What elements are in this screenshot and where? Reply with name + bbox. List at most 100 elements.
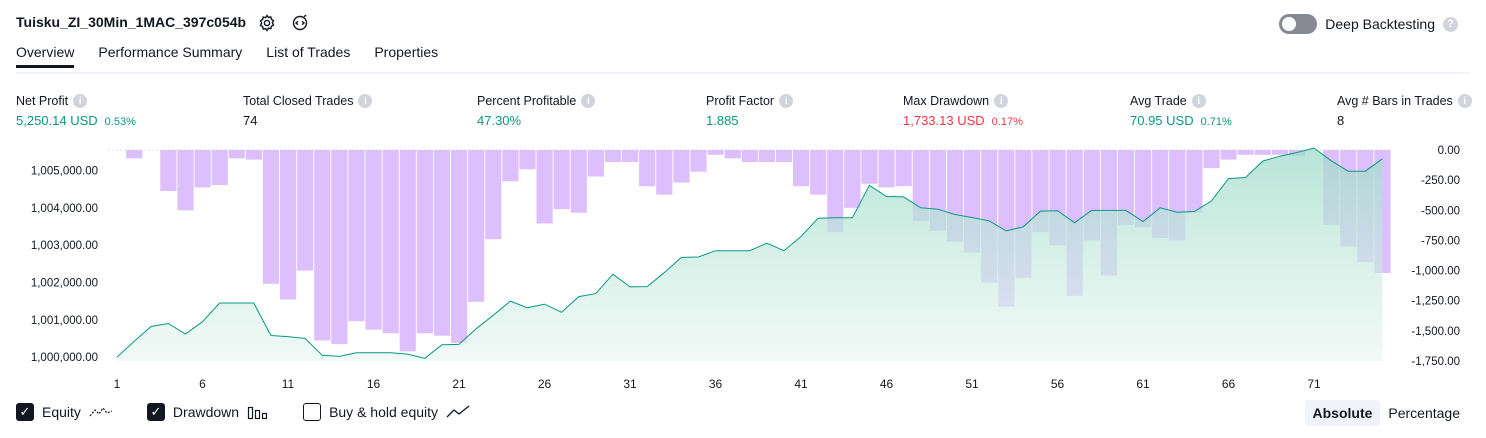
x-axis-tick-label: 61	[1136, 377, 1150, 391]
buy-hold-checkbox[interactable]	[303, 403, 321, 421]
drawdown-bar	[383, 150, 399, 333]
drawdown-bar	[742, 150, 758, 162]
left-axis-tick-label: 1,005,000.00	[31, 165, 98, 177]
drawdown-bar	[485, 150, 501, 239]
help-question-icon[interactable]: ?	[1443, 17, 1458, 32]
legend-drawdown[interactable]: ✓ Drawdown	[147, 403, 269, 421]
deep-backtesting-toggle[interactable]	[1279, 14, 1317, 34]
stat-net-profit: Net Profit i 5,250.14 USD 0.53%	[16, 94, 136, 128]
drawdown-bar	[502, 150, 518, 181]
drawdown-bar	[1186, 150, 1202, 213]
stat-label: Total Closed Trades	[243, 94, 353, 108]
stat-label: Avg # Bars in Trades	[1337, 94, 1453, 108]
percentage-button[interactable]: Percentage	[1380, 400, 1468, 426]
right-axis-tick-label: -1,500.00	[1411, 326, 1460, 338]
drawdown-bar	[588, 150, 604, 177]
x-axis-tick-label: 56	[1051, 377, 1065, 391]
tab-divider	[16, 72, 1470, 74]
deep-backtesting-label: Deep Backtesting	[1325, 16, 1435, 32]
drawdown-bar	[1135, 150, 1151, 227]
stat-percent: 0.71%	[1201, 116, 1232, 128]
stat-max-drawdown: Max Drawdown i 1,733.13 USD 0.17%	[903, 94, 1023, 128]
deep-backtesting-control: Deep Backtesting ?	[1279, 14, 1458, 34]
equity-checkbox[interactable]: ✓	[16, 403, 34, 421]
right-axis-tick-label: -750.00	[1421, 235, 1460, 247]
stat-value: 74	[243, 113, 257, 128]
left-axis-tick-label: 1,002,000.00	[31, 277, 98, 289]
stat-label: Avg Trade	[1130, 94, 1187, 108]
drawdown-bar	[622, 150, 638, 162]
right-axis-tick-label: -250.00	[1421, 175, 1460, 187]
drawdown-bar	[297, 150, 313, 271]
left-axis-tick-label: 1,004,000.00	[31, 203, 98, 215]
x-axis-tick-label: 66	[1222, 377, 1236, 391]
info-icon[interactable]: i	[581, 94, 595, 108]
drawdown-bar	[1238, 150, 1254, 155]
drawdown-bar	[1272, 150, 1288, 155]
scale-toggle: Absolute Percentage	[1305, 400, 1469, 426]
legend-buy-hold-equity[interactable]: Buy & hold equity	[303, 403, 470, 421]
info-icon[interactable]: i	[994, 94, 1008, 108]
legend-label: Drawdown	[173, 404, 239, 420]
drawdown-bar	[400, 150, 416, 351]
drawdown-bar	[366, 150, 382, 330]
drawdown-bar	[451, 150, 467, 343]
drawdown-bar	[656, 150, 672, 195]
drawdown-bar	[708, 150, 724, 155]
tab-performance-summary[interactable]: Performance Summary	[98, 44, 242, 68]
drawdown-bar	[879, 150, 895, 187]
equity-drawdown-chart[interactable]: 1,005,000.00 1,004,000.00 1,003,000.00 1,00…	[0, 140, 1486, 395]
left-axis-labels: 1,005,000.00 1,004,000.00 1,003,000.00 1,00…	[31, 165, 98, 364]
x-axis-tick-label: 21	[452, 377, 466, 391]
drawdown-bar	[759, 150, 775, 162]
equity-line-icon	[89, 404, 113, 420]
stat-percent: 0.17%	[992, 116, 1023, 128]
left-axis-tick-label: 1,000,000.00	[31, 352, 98, 364]
stat-percent: 0.53%	[105, 116, 136, 128]
right-axis-tick-label: -500.00	[1421, 205, 1460, 217]
source-code-icon[interactable]	[290, 13, 310, 33]
stat-percent-profitable: Percent Profitable i 47.30%	[477, 94, 595, 128]
drawdown-bar	[314, 150, 330, 341]
drawdown-bar	[571, 150, 587, 213]
left-axis-tick-label: 1,001,000.00	[31, 315, 98, 327]
drawdown-bar	[690, 150, 706, 172]
right-axis-tick-label: -1,000.00	[1411, 266, 1460, 278]
stat-avg-trade: Avg Trade i 70.95 USD 0.71%	[1130, 94, 1232, 128]
drawdown-bar	[280, 150, 296, 300]
drawdown-bar	[844, 150, 860, 208]
x-axis-tick-label: 6	[199, 377, 206, 391]
tab-overview[interactable]: Overview	[16, 44, 74, 68]
drawdown-bar	[212, 150, 228, 185]
drawdown-bar	[195, 150, 211, 187]
settings-gear-icon[interactable]	[257, 13, 277, 33]
info-icon[interactable]: i	[73, 94, 87, 108]
right-axis-tick-label: -1,250.00	[1411, 296, 1460, 308]
stat-value: 5,250.14 USD	[16, 113, 98, 128]
info-icon[interactable]: i	[1192, 94, 1206, 108]
drawdown-bar	[896, 150, 912, 186]
info-icon[interactable]: i	[779, 94, 793, 108]
x-axis-tick-label: 16	[367, 377, 381, 391]
legend-equity[interactable]: ✓ Equity	[16, 403, 113, 421]
drawdown-bar	[348, 150, 364, 321]
x-axis-tick-label: 31	[623, 377, 637, 391]
absolute-button[interactable]: Absolute	[1305, 400, 1381, 426]
drawdown-bar	[160, 150, 176, 191]
drawdown-bar	[434, 150, 450, 336]
tab-list-of-trades[interactable]: List of Trades	[266, 44, 350, 68]
info-icon[interactable]: i	[358, 94, 372, 108]
info-icon[interactable]: i	[1458, 94, 1472, 108]
x-axis-tick-label: 26	[538, 377, 552, 391]
stat-total-closed-trades: Total Closed Trades i 74	[243, 94, 372, 128]
right-axis-tick-label: -1,750.00	[1411, 356, 1460, 368]
stat-value: 1,733.13 USD	[903, 113, 985, 128]
x-axis-tick-label: 1	[114, 377, 121, 391]
tab-properties[interactable]: Properties	[374, 44, 438, 68]
drawdown-bar	[263, 150, 279, 284]
x-axis-tick-label: 11	[282, 377, 295, 391]
drawdown-checkbox[interactable]: ✓	[147, 403, 165, 421]
drawdown-bar	[246, 150, 262, 160]
drawdown-bar	[673, 150, 689, 183]
chart-legend: ✓ Equity ✓ Drawdown Buy & hold equity	[16, 403, 504, 421]
